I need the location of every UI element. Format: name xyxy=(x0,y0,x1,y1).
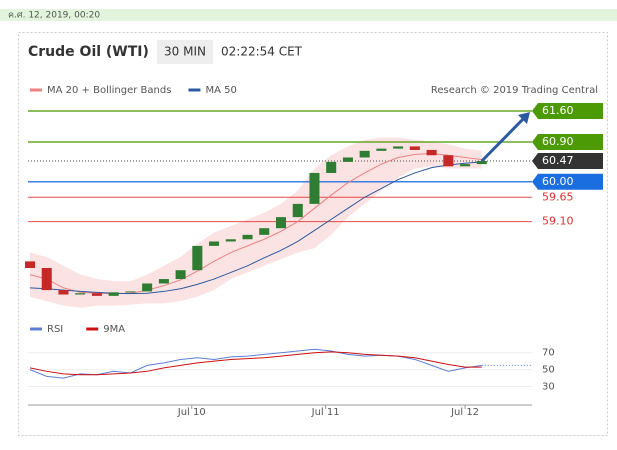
candle xyxy=(225,239,236,242)
candle xyxy=(108,292,119,296)
status-bar xyxy=(0,9,617,21)
candle xyxy=(326,161,337,173)
candle xyxy=(292,203,303,218)
bollinger-band xyxy=(30,137,482,308)
candle xyxy=(41,268,52,291)
plot: 61.60 60.90 60.47 60.00 59.65 59.10 MA 20 + Bo… xyxy=(24,85,603,418)
level-label: 59.10 xyxy=(542,215,574,228)
timestamp: ค.ศ. 12, 2019, 00:20 xyxy=(8,11,100,21)
rsi-tick-label: 70 xyxy=(542,348,555,359)
projection-arrow xyxy=(480,114,529,163)
candle xyxy=(125,291,136,293)
candle xyxy=(275,217,287,229)
level-tag xyxy=(532,173,603,190)
ma-line xyxy=(29,161,482,295)
candle xyxy=(142,283,153,292)
candle xyxy=(209,241,220,246)
chart-title: Crude Oil (WTI) xyxy=(28,44,149,60)
candle xyxy=(192,245,203,271)
candle xyxy=(58,290,69,295)
candle xyxy=(242,234,253,240)
candle xyxy=(342,157,353,162)
rsi-line xyxy=(29,348,482,379)
legend-label: RSI xyxy=(47,324,63,335)
candle xyxy=(476,161,487,165)
arrow-head xyxy=(518,112,530,125)
candle xyxy=(75,293,86,295)
rsi-tick-label: 30 xyxy=(542,382,555,393)
candle xyxy=(91,293,102,296)
x-tick-label: Jul 12 xyxy=(450,407,479,418)
rsi-tick-label: 50 xyxy=(542,365,555,376)
level-label: 61.60 xyxy=(542,104,574,117)
level-label: 59.65 xyxy=(542,190,574,203)
legend-label: MA 50 xyxy=(205,85,236,96)
level-label: 60.47 xyxy=(542,154,574,167)
candle xyxy=(24,261,36,268)
candle xyxy=(376,148,387,151)
clock: 02:22:54 CET xyxy=(221,45,303,59)
x-tick-label: Jul 10 xyxy=(177,407,206,418)
rsi-line xyxy=(29,351,482,376)
legend-label: MA 20 + Bollinger Bands xyxy=(47,85,171,96)
candle xyxy=(426,149,437,156)
level-tag xyxy=(532,134,603,150)
chart-card xyxy=(18,32,608,436)
candle xyxy=(460,164,471,167)
level-label: 60.00 xyxy=(542,175,574,188)
level-tag xyxy=(532,103,603,120)
x-tick-label: Jul 11 xyxy=(311,407,340,418)
candle xyxy=(359,150,370,158)
ma-line xyxy=(29,152,482,295)
candle xyxy=(175,270,186,280)
candle xyxy=(443,155,454,167)
candle xyxy=(393,146,404,149)
timeframe[interactable]: 30 MIN xyxy=(164,45,206,59)
level-label: 60.90 xyxy=(542,135,574,148)
credit: Research © 2019 Trading Central xyxy=(431,85,598,96)
level-tag xyxy=(532,153,603,170)
candle xyxy=(309,172,320,204)
candle xyxy=(409,146,420,150)
timeframe-box[interactable] xyxy=(157,40,213,64)
candle xyxy=(259,228,270,235)
candle xyxy=(158,279,169,284)
legend-label: 9MA xyxy=(103,324,125,335)
